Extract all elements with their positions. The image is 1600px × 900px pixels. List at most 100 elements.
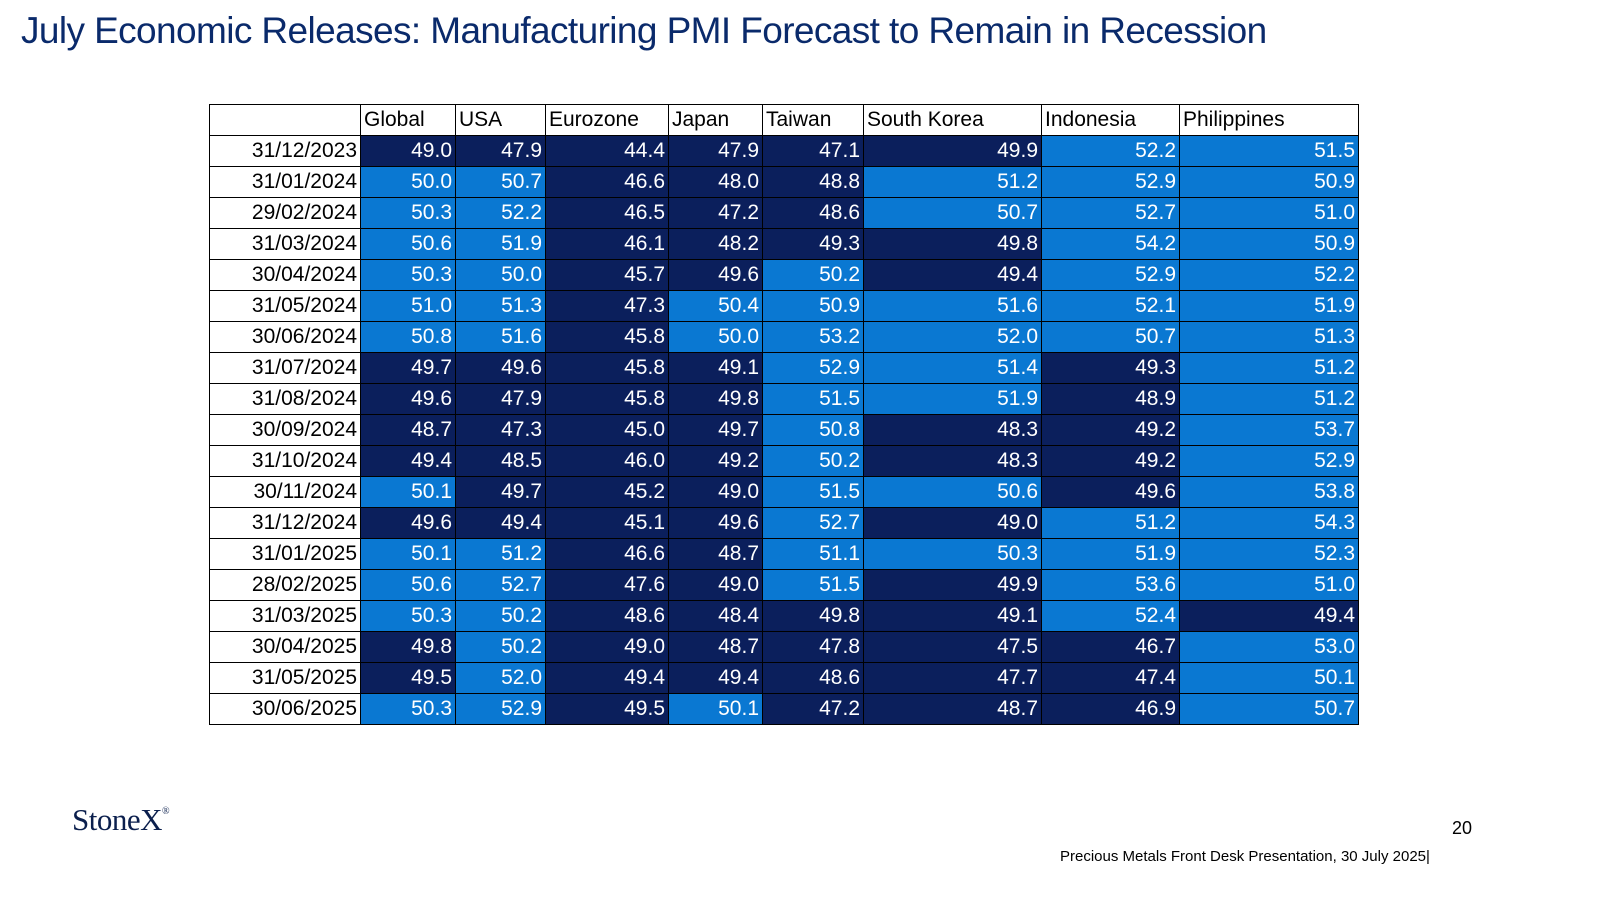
pmi-value-cell: 47.1	[762, 135, 864, 167]
pmi-value-cell: 48.7	[668, 631, 763, 663]
pmi-value-cell: 49.4	[1179, 600, 1359, 632]
pmi-value-cell: 50.9	[1179, 166, 1359, 198]
pmi-value-cell: 46.0	[545, 445, 669, 477]
pmi-value-cell: 49.6	[668, 259, 763, 291]
pmi-value-cell: 47.8	[762, 631, 864, 663]
table-row: 30/04/2024 50.3 50.0 45.7 49.6 50.2 49.4 52.9 52…	[209, 259, 1359, 291]
pmi-value-cell: 52.7	[455, 569, 546, 601]
pmi-value-cell: 48.9	[1041, 383, 1180, 415]
stonex-logo: StoneX®	[72, 802, 170, 838]
pmi-value-cell: 50.8	[762, 414, 864, 446]
pmi-value-cell: 46.1	[545, 228, 669, 260]
table-row: 31/03/2025 50.3 50.2 48.6 48.4 49.8 49.1 52.4 49…	[209, 600, 1359, 632]
table-row: 30/09/2024 48.7 47.3 45.0 49.7 50.8 48.3 49.2 53…	[209, 414, 1359, 446]
pmi-value-cell: 49.1	[863, 600, 1042, 632]
pmi-value-cell: 48.3	[863, 445, 1042, 477]
table-body: 31/12/2023 49.0 47.9 44.4 47.9 47.1 49.9 52.2 51…	[209, 135, 1359, 725]
pmi-value-cell: 50.3	[360, 197, 456, 229]
pmi-value-cell: 51.6	[863, 290, 1042, 322]
pmi-value-cell: 49.4	[863, 259, 1042, 291]
pmi-value-cell: 50.0	[455, 259, 546, 291]
pmi-value-cell: 50.1	[360, 476, 456, 508]
table-row: 30/06/2024 50.8 51.6 45.8 50.0 53.2 52.0 50.7 51…	[209, 321, 1359, 353]
pmi-value-cell: 46.7	[1041, 631, 1180, 663]
corner-cell	[209, 104, 361, 136]
pmi-value-cell: 51.0	[1179, 197, 1359, 229]
pmi-value-cell: 53.2	[762, 321, 864, 353]
table-row: 31/05/2024 51.0 51.3 47.3 50.4 50.9 51.6 52.1 51…	[209, 290, 1359, 322]
page-number: 20	[1452, 818, 1473, 838]
pmi-value-cell: 52.9	[1179, 445, 1359, 477]
pmi-value-cell: 51.2	[863, 166, 1042, 198]
pmi-value-cell: 53.8	[1179, 476, 1359, 508]
pmi-value-cell: 49.1	[668, 352, 763, 384]
row-date: 31/12/2024	[209, 507, 361, 539]
pmi-value-cell: 50.7	[1041, 321, 1180, 353]
pmi-value-cell: 48.5	[455, 445, 546, 477]
pmi-value-cell: 47.2	[762, 693, 864, 725]
row-date: 31/01/2024	[209, 166, 361, 198]
pmi-value-cell: 50.9	[762, 290, 864, 322]
pmi-value-cell: 46.9	[1041, 693, 1180, 725]
pmi-value-cell: 50.1	[1179, 662, 1359, 694]
pmi-value-cell: 48.6	[762, 662, 864, 694]
pmi-value-cell: 50.1	[360, 538, 456, 570]
table-row: 30/11/2024 50.1 49.7 45.2 49.0 51.5 50.6 49.6 53…	[209, 476, 1359, 508]
column-header: Japan	[668, 104, 763, 136]
pmi-value-cell: 51.4	[863, 352, 1042, 384]
pmi-value-cell: 51.9	[455, 228, 546, 260]
pmi-value-cell: 48.6	[545, 600, 669, 632]
pmi-value-cell: 49.6	[360, 383, 456, 415]
pmi-value-cell: 50.3	[863, 538, 1042, 570]
pmi-value-cell: 49.4	[455, 507, 546, 539]
pmi-value-cell: 54.2	[1041, 228, 1180, 260]
pmi-value-cell: 49.0	[668, 476, 763, 508]
pmi-value-cell: 52.0	[863, 321, 1042, 353]
pmi-value-cell: 44.4	[545, 135, 669, 167]
pmi-value-cell: 47.9	[455, 135, 546, 167]
pmi-value-cell: 47.5	[863, 631, 1042, 663]
pmi-value-cell: 46.5	[545, 197, 669, 229]
pmi-value-cell: 51.9	[863, 383, 1042, 415]
page-title: July Economic Releases: Manufacturing PM…	[21, 10, 1267, 51]
pmi-value-cell: 51.1	[762, 538, 864, 570]
pmi-value-cell: 47.9	[455, 383, 546, 415]
row-date: 30/04/2024	[209, 259, 361, 291]
pmi-value-cell: 45.8	[545, 383, 669, 415]
registered-mark: ®	[162, 806, 170, 817]
pmi-value-cell: 49.6	[1041, 476, 1180, 508]
pmi-value-cell: 49.0	[668, 569, 763, 601]
pmi-value-cell: 48.7	[360, 414, 456, 446]
pmi-value-cell: 52.0	[455, 662, 546, 694]
pmi-value-cell: 53.0	[1179, 631, 1359, 663]
pmi-value-cell: 51.3	[1179, 321, 1359, 353]
pmi-value-cell: 47.4	[1041, 662, 1180, 694]
pmi-value-cell: 50.2	[762, 259, 864, 291]
pmi-value-cell: 52.7	[762, 507, 864, 539]
pmi-value-cell: 52.3	[1179, 538, 1359, 570]
pmi-value-cell: 48.2	[668, 228, 763, 260]
pmi-value-cell: 51.0	[1179, 569, 1359, 601]
pmi-value-cell: 50.6	[360, 228, 456, 260]
pmi-value-cell: 47.9	[668, 135, 763, 167]
column-header: South Korea	[863, 104, 1042, 136]
pmi-value-cell: 45.8	[545, 321, 669, 353]
pmi-value-cell: 48.8	[762, 166, 864, 198]
row-date: 31/05/2024	[209, 290, 361, 322]
table-row: 31/12/2023 49.0 47.9 44.4 47.9 47.1 49.9 52.2 51…	[209, 135, 1359, 167]
pmi-value-cell: 49.7	[668, 414, 763, 446]
table-row: 31/07/2024 49.7 49.6 45.8 49.1 52.9 51.4 49.3 51…	[209, 352, 1359, 384]
pmi-value-cell: 52.9	[1041, 166, 1180, 198]
pmi-value-cell: 48.3	[863, 414, 1042, 446]
pmi-value-cell: 50.9	[1179, 228, 1359, 260]
pmi-value-cell: 50.7	[455, 166, 546, 198]
pmi-value-cell: 51.0	[360, 290, 456, 322]
pmi-value-cell: 49.6	[455, 352, 546, 384]
column-header: Eurozone	[545, 104, 669, 136]
row-date: 31/10/2024	[209, 445, 361, 477]
pmi-value-cell: 50.0	[668, 321, 763, 353]
pmi-value-cell: 51.2	[1041, 507, 1180, 539]
row-date: 31/03/2024	[209, 228, 361, 260]
pmi-value-cell: 49.0	[360, 135, 456, 167]
pmi-value-cell: 52.9	[1041, 259, 1180, 291]
